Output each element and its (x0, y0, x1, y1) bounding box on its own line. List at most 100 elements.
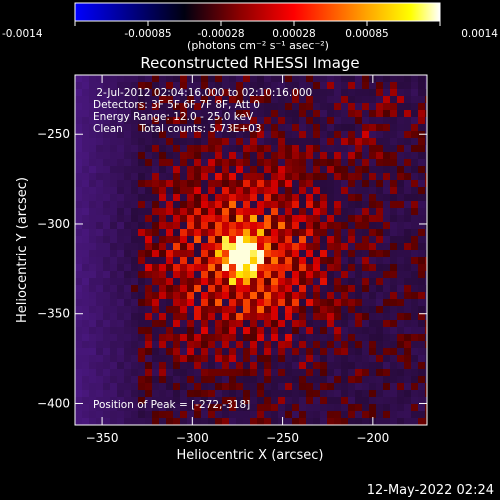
heatmap-cell (96, 292, 104, 300)
heatmap-cell (285, 166, 293, 174)
heatmap-cell (292, 397, 300, 405)
heatmap-cell (208, 75, 216, 83)
heatmap-cell (180, 145, 188, 153)
heatmap-cell (89, 250, 97, 258)
heatmap-cell (404, 376, 412, 384)
heatmap-cell (376, 215, 384, 223)
heatmap-cell (96, 334, 104, 342)
heatmap-cell (376, 194, 384, 202)
heatmap-cell (138, 159, 146, 167)
heatmap-cell (383, 376, 391, 384)
heatmap-cell (117, 334, 125, 342)
heatmap-cell (159, 152, 167, 160)
heatmap-cell (292, 236, 300, 244)
heatmap-cell (264, 264, 272, 272)
heatmap-cell (257, 124, 265, 132)
heatmap-cell (250, 236, 258, 244)
heatmap-cell (124, 194, 132, 202)
heatmap-cell (306, 285, 314, 293)
heatmap-cell (264, 334, 272, 342)
heatmap-cell (117, 411, 125, 419)
heatmap-cell (334, 397, 342, 405)
heatmap-cell (341, 201, 349, 209)
heatmap-cell (313, 285, 321, 293)
heatmap-cell (173, 222, 181, 230)
heatmap-cell (201, 222, 209, 230)
heatmap-cell (215, 89, 223, 97)
heatmap-cell (131, 152, 139, 160)
heatmap-cell (194, 173, 202, 181)
heatmap-cell (299, 117, 307, 125)
heatmap-cell (96, 110, 104, 118)
heatmap-cell (355, 82, 363, 90)
heatmap-cell (173, 390, 181, 398)
heatmap-cell (145, 397, 153, 405)
heatmap-cell (138, 369, 146, 377)
heatmap-cell (145, 159, 153, 167)
heatmap-cell (173, 229, 181, 237)
heatmap-cell (173, 131, 181, 139)
heatmap-cell (362, 369, 370, 377)
heatmap-cell (411, 243, 419, 251)
heatmap-cell (82, 250, 90, 258)
heatmap-cell (292, 215, 300, 223)
heatmap-cell (201, 124, 209, 132)
heatmap-cell (250, 187, 258, 195)
heatmap-cell (404, 194, 412, 202)
heatmap-cell (194, 264, 202, 272)
heatmap-cell (159, 299, 167, 307)
heatmap-cell (411, 250, 419, 258)
heatmap-cell (334, 327, 342, 335)
heatmap-cell (89, 215, 97, 223)
heatmap-cell (411, 215, 419, 223)
heatmap-cell (250, 145, 258, 153)
heatmap-cell (425, 418, 427, 425)
heatmap-cell (152, 187, 160, 195)
heatmap-cell (271, 327, 279, 335)
heatmap-cell (187, 327, 195, 335)
heatmap-cell (89, 201, 97, 209)
heatmap-cell (299, 369, 307, 377)
heatmap-cell (369, 152, 377, 160)
heatmap-cell (320, 229, 328, 237)
heatmap-cell (96, 159, 104, 167)
heatmap-cell (215, 110, 223, 118)
heatmap-cell (285, 418, 293, 425)
heatmap-cell (299, 173, 307, 181)
heatmap-cell (222, 173, 230, 181)
heatmap-cell (215, 397, 223, 405)
heatmap-cell (264, 152, 272, 160)
heatmap-cell (215, 117, 223, 125)
heatmap-cell (173, 138, 181, 146)
heatmap-cell (376, 208, 384, 216)
heatmap-cell (334, 82, 342, 90)
heatmap-cell (103, 390, 111, 398)
heatmap-cell (404, 362, 412, 370)
heatmap-cell (362, 75, 370, 83)
heatmap-cell (159, 243, 167, 251)
heatmap-cell (194, 131, 202, 139)
heatmap-cell (96, 341, 104, 349)
heatmap-cell (278, 110, 286, 118)
heatmap-cell (159, 264, 167, 272)
heatmap-cell (131, 222, 139, 230)
heatmap-cell (383, 159, 391, 167)
heatmap-cell (124, 271, 132, 279)
heatmap-cell (285, 229, 293, 237)
heatmap-cell (75, 348, 83, 356)
heatmap-cell (327, 411, 335, 419)
heatmap-cell (103, 75, 111, 83)
heatmap-cell (390, 138, 398, 146)
heatmap-cell (376, 243, 384, 251)
heatmap-cell (327, 418, 335, 425)
heatmap-cell (166, 250, 174, 258)
heatmap-cell (145, 208, 153, 216)
heatmap-cell (187, 313, 195, 321)
heatmap-cell (334, 145, 342, 153)
heatmap-cell (159, 229, 167, 237)
heatmap-cell (327, 348, 335, 356)
heatmap-cell (96, 411, 104, 419)
heatmap-cell (390, 320, 398, 328)
heatmap-cell (278, 362, 286, 370)
heatmap-cell (117, 208, 125, 216)
